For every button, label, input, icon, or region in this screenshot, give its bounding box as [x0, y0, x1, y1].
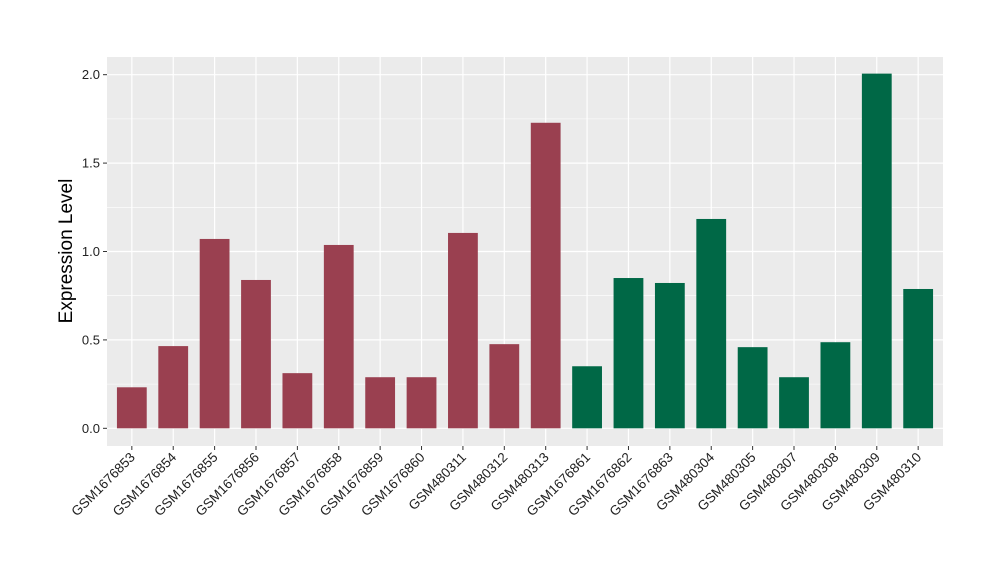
bar-GSM1676857 [282, 373, 313, 429]
y-tick-label: 1.5 [82, 156, 100, 171]
x-axis: GSM1676853GSM1676854GSM1676855GSM1676856… [68, 446, 924, 519]
bar-GSM480304 [696, 218, 727, 429]
bar-GSM1676859 [365, 377, 396, 429]
bars [116, 73, 934, 429]
y-axis-label: Expression Level [56, 179, 77, 324]
bar-GSM480311 [448, 232, 478, 429]
bar-GSM1676855 [199, 238, 230, 429]
y-axis: 0.0 0.5 1.0 1.5 2.0 [82, 67, 107, 436]
bar-GSM480305 [737, 347, 768, 429]
y-tick-label: 1.0 [82, 244, 100, 259]
y-tick-label: 0.0 [82, 421, 100, 436]
bar-GSM480310 [903, 288, 934, 429]
bar-GSM1676854 [158, 346, 189, 429]
bar-GSM1676858 [323, 244, 354, 429]
bar-GSM1676860 [406, 377, 437, 429]
bar-GSM480309 [861, 73, 892, 429]
y-tick-label: 0.5 [82, 332, 100, 347]
bar-GSM1676862 [613, 278, 644, 429]
bar-GSM480308 [820, 342, 851, 429]
bar-GSM480312 [489, 344, 520, 429]
bar-GSM1676863 [654, 282, 685, 429]
bar-GSM480307 [779, 377, 809, 429]
y-tick-label: 2.0 [82, 67, 100, 82]
bar-GSM480313 [530, 122, 561, 429]
bar-GSM1676853 [116, 387, 147, 429]
bar-GSM1676861 [572, 366, 602, 429]
bar-GSM1676856 [241, 279, 271, 429]
